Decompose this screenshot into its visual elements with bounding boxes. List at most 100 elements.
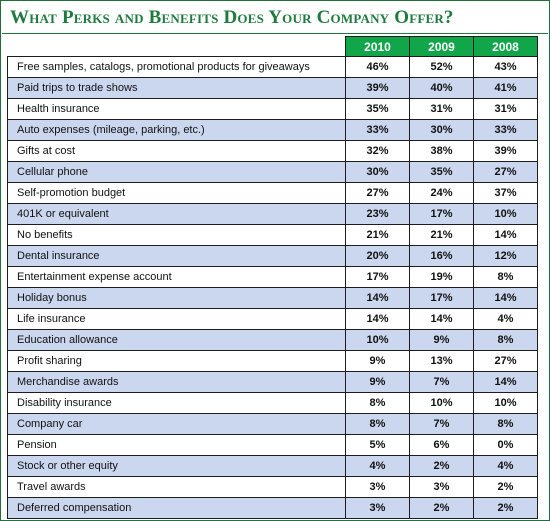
table-row: Paid trips to trade shows 39% 40% 41% [7, 77, 538, 99]
value-cell-2010: 8% [345, 392, 410, 414]
table-row: Gifts at cost 32% 38% 39% [7, 140, 538, 162]
value-cell-2009: 17% [409, 287, 474, 309]
table-row: Dental insurance 20% 16% 12% [7, 245, 538, 267]
header-row: 2010 2009 2008 [7, 36, 538, 57]
value-cell-2008: 43% [473, 56, 538, 78]
value-cell-2009: 17% [409, 203, 474, 225]
table-row: Life insurance 14% 14% 4% [7, 308, 538, 330]
value-cell-2008: 14% [473, 371, 538, 393]
table-row: 401K or equivalent 23% 17% 10% [7, 203, 538, 225]
value-cell-2010: 39% [345, 77, 410, 99]
table-row: Self-promotion budget 27% 24% 37% [7, 182, 538, 204]
perks-table: 2010 2009 2008 Free samples, catalogs, p… [7, 36, 538, 519]
value-cell-2010: 35% [345, 98, 410, 120]
table-row: Profit sharing 9% 13% 27% [7, 350, 538, 372]
value-cell-2009: 7% [409, 371, 474, 393]
row-label: Deferred compensation [7, 497, 346, 519]
row-label: No benefits [7, 224, 346, 246]
value-cell-2008: 12% [473, 245, 538, 267]
row-label: Stock or other equity [7, 455, 346, 477]
row-label: Gifts at cost [7, 140, 346, 162]
row-label: Entertainment expense account [7, 266, 346, 288]
row-label: Travel awards [7, 476, 346, 498]
value-cell-2010: 21% [345, 224, 410, 246]
value-cell-2009: 35% [409, 161, 474, 183]
table-row: Holiday bonus 14% 17% 14% [7, 287, 538, 309]
value-cell-2008: 2% [473, 497, 538, 519]
row-label: 401K or equivalent [7, 203, 346, 225]
value-cell-2010: 4% [345, 455, 410, 477]
value-cell-2009: 6% [409, 434, 474, 456]
value-cell-2009: 19% [409, 266, 474, 288]
table-row: Cellular phone 30% 35% 27% [7, 161, 538, 183]
row-label: Pension [7, 434, 346, 456]
value-cell-2008: 8% [473, 329, 538, 351]
value-cell-2009: 2% [409, 497, 474, 519]
table-row: Deferred compensation 3% 2% 2% [7, 497, 538, 519]
row-label: Dental insurance [7, 245, 346, 267]
value-cell-2008: 39% [473, 140, 538, 162]
row-label: Disability insurance [7, 392, 346, 414]
value-cell-2009: 24% [409, 182, 474, 204]
row-label: Life insurance [7, 308, 346, 330]
value-cell-2008: 4% [473, 455, 538, 477]
value-cell-2008: 33% [473, 119, 538, 141]
table-row: Merchandise awards 9% 7% 14% [7, 371, 538, 393]
value-cell-2009: 21% [409, 224, 474, 246]
value-cell-2009: 30% [409, 119, 474, 141]
value-cell-2009: 31% [409, 98, 474, 120]
table-row: Pension 5% 6% 0% [7, 434, 538, 456]
value-cell-2008: 41% [473, 77, 538, 99]
header-blank-cell [7, 36, 346, 57]
table-body: Free samples, catalogs, promotional prod… [7, 56, 538, 519]
value-cell-2008: 10% [473, 392, 538, 414]
table-row: Education allowance 10% 9% 8% [7, 329, 538, 351]
value-cell-2009: 14% [409, 308, 474, 330]
value-cell-2008: 31% [473, 98, 538, 120]
value-cell-2010: 20% [345, 245, 410, 267]
row-label: Self-promotion budget [7, 182, 346, 204]
value-cell-2009: 10% [409, 392, 474, 414]
value-cell-2010: 14% [345, 287, 410, 309]
row-label: Paid trips to trade shows [7, 77, 346, 99]
chart-title: What Perks and Benefits Does Your Compan… [10, 7, 454, 28]
row-label: Health insurance [7, 98, 346, 120]
value-cell-2010: 33% [345, 119, 410, 141]
value-cell-2010: 23% [345, 203, 410, 225]
value-cell-2008: 14% [473, 287, 538, 309]
value-cell-2008: 2% [473, 476, 538, 498]
value-cell-2010: 30% [345, 161, 410, 183]
table-row: Health insurance 35% 31% 31% [7, 98, 538, 120]
value-cell-2010: 14% [345, 308, 410, 330]
value-cell-2008: 14% [473, 224, 538, 246]
value-cell-2010: 27% [345, 182, 410, 204]
value-cell-2010: 17% [345, 266, 410, 288]
table-row: Free samples, catalogs, promotional prod… [7, 56, 538, 78]
value-cell-2010: 10% [345, 329, 410, 351]
row-label: Holiday bonus [7, 287, 346, 309]
value-cell-2010: 8% [345, 413, 410, 435]
value-cell-2010: 46% [345, 56, 410, 78]
value-cell-2009: 7% [409, 413, 474, 435]
value-cell-2009: 38% [409, 140, 474, 162]
value-cell-2008: 8% [473, 413, 538, 435]
value-cell-2008: 37% [473, 182, 538, 204]
title-rule [2, 33, 548, 34]
column-header-2010: 2010 [345, 36, 410, 57]
value-cell-2008: 8% [473, 266, 538, 288]
row-label: Free samples, catalogs, promotional prod… [7, 56, 346, 78]
table-row: Entertainment expense account 17% 19% 8% [7, 266, 538, 288]
value-cell-2008: 4% [473, 308, 538, 330]
row-label: Auto expenses (mileage, parking, etc.) [7, 119, 346, 141]
value-cell-2009: 9% [409, 329, 474, 351]
value-cell-2009: 40% [409, 77, 474, 99]
table-row: Company car 8% 7% 8% [7, 413, 538, 435]
value-cell-2010: 32% [345, 140, 410, 162]
value-cell-2010: 5% [345, 434, 410, 456]
table-row: Auto expenses (mileage, parking, etc.) 33… [7, 119, 538, 141]
value-cell-2009: 2% [409, 455, 474, 477]
table-row: Disability insurance 8% 10% 10% [7, 392, 538, 414]
value-cell-2008: 27% [473, 161, 538, 183]
row-label: Merchandise awards [7, 371, 346, 393]
